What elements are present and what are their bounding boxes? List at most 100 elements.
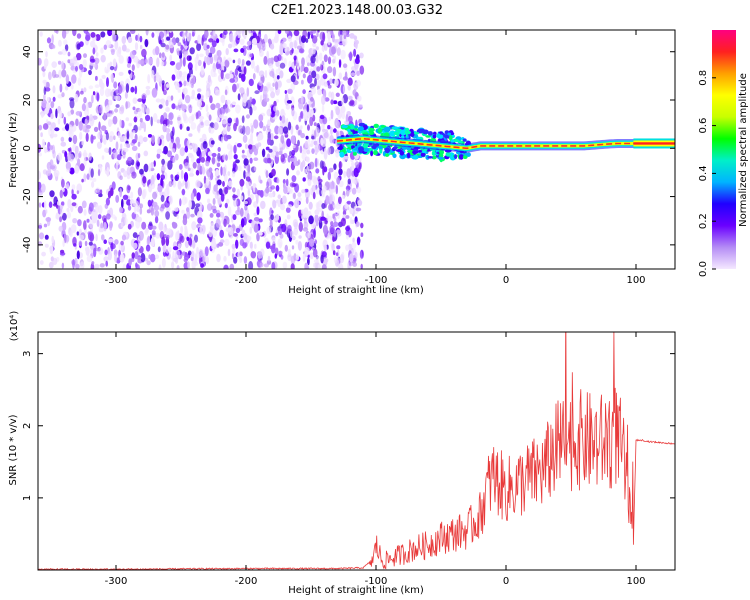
noise-speckle: [167, 118, 170, 128]
noise-speckle: [64, 184, 70, 190]
noise-speckle: [300, 65, 303, 73]
noise-speckle: [297, 241, 302, 251]
noise-speckle: [38, 124, 43, 131]
noise-speckle: [98, 106, 102, 114]
noise-speckle: [55, 214, 60, 220]
noise-speckle: [239, 178, 245, 187]
signal-speckle: [462, 155, 468, 159]
noise-speckle: [231, 243, 236, 250]
noise-speckle: [228, 150, 233, 160]
noise-speckle: [298, 221, 303, 232]
noise-speckle: [305, 156, 310, 163]
noise-speckle: [315, 46, 319, 51]
signal-speckle: [372, 143, 377, 150]
noise-speckle: [120, 240, 124, 246]
noise-speckle: [260, 200, 266, 210]
noise-speckle: [321, 95, 326, 105]
noise-speckle: [202, 140, 208, 149]
noise-speckle: [138, 60, 144, 65]
noise-speckle: [216, 179, 222, 186]
noise-speckle: [92, 63, 97, 68]
noise-speckle: [259, 49, 264, 57]
noise-speckle: [61, 69, 67, 78]
noise-speckle: [176, 143, 181, 149]
noise-speckle: [345, 188, 350, 197]
noise-speckle: [98, 193, 103, 198]
noise-speckle: [359, 249, 364, 259]
noise-speckle: [239, 207, 244, 217]
noise-speckle: [277, 199, 282, 208]
noise-speckle: [158, 31, 165, 39]
noise-speckle: [150, 69, 155, 79]
noise-speckle: [197, 93, 201, 100]
noise-speckle: [275, 151, 279, 158]
noise-speckle: [214, 192, 218, 199]
snr-x-label: Height of straight line (km): [288, 585, 424, 596]
noise-speckle: [241, 59, 245, 66]
noise-speckle: [243, 66, 247, 75]
noise-speckle: [137, 33, 140, 42]
signal-speckle: [392, 146, 398, 150]
noise-speckle: [220, 136, 224, 144]
noise-speckle: [258, 30, 262, 35]
noise-speckle: [174, 81, 180, 91]
noise-speckle: [116, 154, 122, 161]
noise-speckle: [143, 150, 149, 157]
noise-speckle: [222, 154, 226, 161]
noise-speckle: [71, 193, 77, 200]
noise-speckle: [159, 39, 163, 45]
noise-speckle: [275, 214, 280, 221]
noise-speckle: [114, 216, 117, 221]
noise-speckle: [119, 108, 124, 115]
signal-speckle: [454, 154, 458, 160]
noise-speckle: [329, 30, 333, 36]
noise-speckle: [90, 244, 94, 250]
noise-speckle: [95, 34, 101, 41]
noise-speckle: [332, 250, 336, 256]
noise-speckle: [163, 89, 167, 96]
noise-speckle: [330, 99, 334, 105]
noise-speckle: [155, 98, 161, 103]
noise-speckle: [270, 185, 276, 190]
noise-speckle: [240, 195, 244, 201]
noise-speckle: [121, 35, 127, 45]
noise-speckle: [131, 64, 135, 71]
noise-speckle: [100, 31, 106, 38]
noise-speckle: [236, 83, 240, 89]
noise-speckle: [354, 161, 360, 169]
noise-speckle: [277, 126, 283, 135]
signal-speckle: [412, 150, 419, 154]
noise-speckle: [59, 110, 63, 119]
noise-speckle: [338, 263, 344, 269]
noise-speckle: [157, 246, 161, 253]
x-tick-label: -200: [235, 275, 258, 286]
noise-speckle: [340, 217, 346, 227]
noise-speckle: [233, 122, 237, 132]
x-tick-label: -100: [365, 576, 388, 587]
noise-speckle: [284, 45, 288, 53]
noise-speckle: [38, 152, 42, 157]
noise-speckle: [308, 201, 313, 210]
noise-speckle: [156, 173, 161, 181]
noise-speckle: [118, 71, 124, 76]
noise-speckle: [224, 202, 228, 209]
noise-speckle: [229, 73, 234, 80]
noise-speckle: [272, 82, 275, 88]
noise-speckle: [100, 47, 104, 54]
noise-speckle: [142, 136, 148, 143]
noise-speckle: [316, 66, 321, 72]
noise-speckle: [309, 143, 314, 148]
signal-speckle: [341, 125, 348, 129]
noise-speckle: [90, 134, 94, 144]
noise-speckle: [349, 99, 355, 106]
noise-speckle: [69, 98, 75, 109]
noise-speckle: [92, 178, 97, 182]
noise-speckle: [68, 136, 72, 143]
noise-speckle: [314, 77, 317, 87]
noise-speckle: [206, 55, 212, 66]
noise-speckle: [75, 263, 80, 269]
noise-speckle: [45, 51, 48, 58]
noise-speckle: [196, 192, 201, 201]
snr-frame: [37, 331, 676, 571]
noise-speckle: [156, 119, 161, 124]
